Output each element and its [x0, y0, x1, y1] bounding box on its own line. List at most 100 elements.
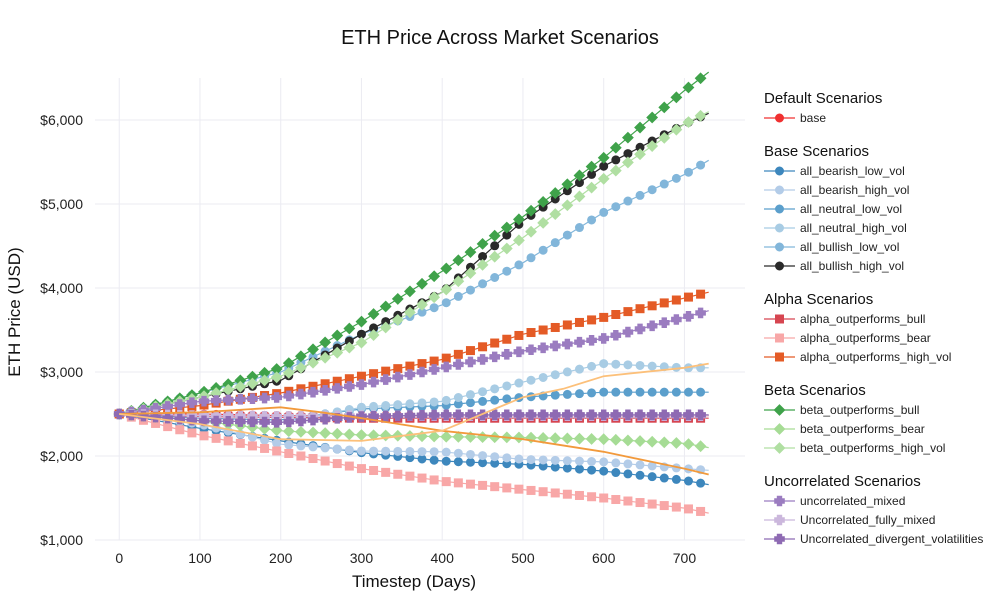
legend-item-all-neutral-high-vol[interactable]: all_neutral_high_vol [764, 221, 907, 235]
data-point [683, 310, 694, 322]
data-point [308, 442, 318, 452]
data-point [332, 459, 342, 469]
data-point [379, 321, 392, 334]
data-point [235, 394, 246, 405]
legend: Default Scenarios base Base Scenarios all_b… [764, 90, 983, 546]
legend-item-all-bullish-low-vol[interactable]: all_bullish_low_vol [764, 240, 899, 254]
data-point [611, 155, 621, 165]
legend-item-beta-outperforms-high-vol[interactable]: beta_outperforms_high_vol [764, 441, 945, 455]
data-point [683, 409, 694, 421]
data-point [574, 456, 584, 466]
data-point [671, 362, 681, 372]
data-point [550, 238, 560, 248]
data-point [610, 329, 622, 341]
data-point [452, 275, 465, 288]
legend-item-uncorrelated-mixed[interactable]: uncorrelated_mixed [764, 494, 905, 508]
data-point [367, 329, 380, 341]
legend-group-title: Uncorrelated Scenarios [764, 473, 921, 490]
data-point [222, 394, 234, 406]
data-point [647, 361, 657, 371]
data-point [271, 392, 282, 403]
legend-item-beta-outperforms-bear[interactable]: beta_outperforms_bear [764, 422, 925, 436]
data-point [440, 430, 453, 443]
data-point [659, 387, 669, 397]
legend-swatch-marker [775, 204, 784, 214]
data-point [296, 441, 306, 451]
legend-label: beta_outperforms_high_vol [800, 441, 945, 455]
legend-item-uncorrelated-divergent-volatilities[interactable]: Uncorrelated_divergent_volatilities [764, 532, 983, 546]
data-point [658, 409, 670, 421]
legend-item-all-bearish-low-vol[interactable]: all_bearish_low_vol [764, 164, 905, 178]
data-point [622, 131, 634, 144]
data-point [658, 317, 670, 328]
data-point [671, 295, 681, 305]
data-point [670, 91, 683, 104]
y-tick-label: $3,000 [40, 364, 83, 380]
legend-swatch-marker [775, 166, 784, 176]
data-point [440, 283, 453, 296]
legend-item-all-neutral-low-vol[interactable]: all_neutral_low_vol [764, 202, 902, 216]
data-point [270, 424, 283, 437]
legend-item-beta-outperforms-bull[interactable]: beta_outperforms_bull [764, 403, 919, 417]
chart-title: ETH Price Across Market Scenarios [341, 27, 659, 49]
y-tick-label: $2,000 [40, 448, 83, 464]
data-point [307, 426, 319, 439]
data-point [622, 156, 634, 169]
data-point [355, 336, 368, 349]
data-point [671, 387, 681, 397]
legend-item-alpha-outperforms-bull[interactable]: alpha_outperforms_bull [764, 312, 925, 326]
data-point [599, 207, 609, 217]
data-point [526, 455, 536, 465]
data-point [683, 167, 693, 177]
data-point [381, 446, 391, 456]
data-point [537, 195, 550, 208]
data-point [488, 229, 501, 242]
legend-swatch-marker [775, 113, 784, 123]
data-point [343, 341, 356, 354]
legend-item-base[interactable]: base [764, 111, 826, 125]
data-point [587, 315, 597, 325]
series-line-trend-0 [119, 406, 709, 476]
data-point [574, 223, 584, 233]
data-point [210, 415, 222, 427]
data-point [623, 196, 633, 206]
data-point [369, 369, 379, 379]
legend-item-uncorrelated-fully-mixed[interactable]: Uncorrelated_fully_mixed [764, 513, 935, 527]
data-point [562, 489, 572, 499]
data-point [696, 387, 706, 397]
data-point [562, 389, 572, 399]
data-point [695, 409, 706, 421]
legend-item-alpha-outperforms-bear[interactable]: alpha_outperforms_bear [764, 331, 931, 345]
data-point [513, 409, 525, 421]
data-point [343, 322, 356, 335]
data-point [501, 409, 513, 421]
data-point [331, 412, 343, 424]
legend-item-all-bullish-high-vol[interactable]: all_bullish_high_vol [764, 259, 904, 273]
data-point [453, 478, 463, 488]
data-point [670, 123, 683, 136]
data-point [659, 501, 669, 511]
data-point [514, 330, 524, 340]
data-point [682, 116, 695, 129]
data-point [271, 417, 282, 428]
data-point [478, 387, 488, 397]
data-point [478, 279, 488, 289]
data-point [478, 451, 488, 461]
data-point [465, 398, 475, 408]
data-point [634, 121, 646, 134]
data-point [611, 310, 621, 320]
data-point [597, 151, 610, 164]
data-point [284, 448, 294, 458]
data-point [428, 430, 441, 443]
data-point [403, 306, 416, 319]
plot-area [113, 71, 710, 516]
y-tick-label: $1,000 [40, 532, 83, 548]
legend-item-alpha-outperforms-high-vol[interactable]: alpha_outperforms_high_vol [764, 350, 951, 364]
data-point [478, 342, 488, 352]
data-point [526, 328, 536, 338]
data-point [465, 346, 475, 356]
legend-item-all-bearish-high-vol[interactable]: all_bearish_high_vol [764, 183, 909, 197]
data-point [477, 354, 488, 365]
data-point [393, 400, 403, 410]
data-point [623, 149, 633, 159]
